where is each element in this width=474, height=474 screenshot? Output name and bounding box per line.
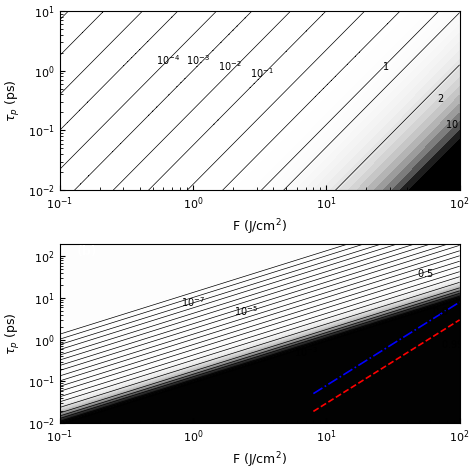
Text: $2$: $2$	[437, 92, 444, 104]
Text: $10^{-2}$: $10^{-2}$	[218, 59, 242, 73]
Text: $10^{-7}$: $10^{-7}$	[181, 295, 205, 309]
Text: $10^{-3}$: $10^{-3}$	[186, 53, 210, 67]
Text: $0.99$: $0.99$	[441, 338, 464, 350]
X-axis label: F (J/cm$^2$): F (J/cm$^2$)	[232, 217, 287, 237]
Text: (b): (b)	[76, 245, 97, 258]
Text: $10^{-3}$: $10^{-3}$	[293, 346, 318, 359]
Text: $10$: $10$	[446, 118, 459, 129]
Text: $10^{-5}$: $10^{-5}$	[234, 304, 258, 318]
Text: $1$: $1$	[383, 60, 390, 72]
Text: $10^{-4}$: $10^{-4}$	[156, 53, 180, 67]
Y-axis label: $\tau_p$ (ps): $\tau_p$ (ps)	[4, 79, 22, 122]
Text: $10^{-1}$: $10^{-1}$	[250, 66, 274, 80]
Text: $0.9$: $0.9$	[432, 305, 449, 317]
Y-axis label: $\tau_p$ (ps): $\tau_p$ (ps)	[4, 312, 22, 355]
Text: $0.5$: $0.5$	[417, 267, 433, 279]
X-axis label: F (J/cm$^2$): F (J/cm$^2$)	[232, 450, 287, 470]
